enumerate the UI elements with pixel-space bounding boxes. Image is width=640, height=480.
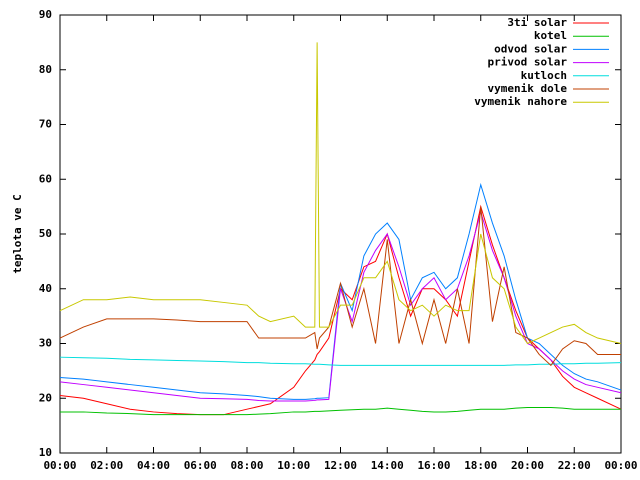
y-tick-label: 30 (39, 337, 52, 350)
x-tick-label: 22:00 (558, 459, 591, 472)
y-tick-label: 80 (39, 63, 52, 76)
x-tick-label: 04:00 (137, 459, 170, 472)
y-tick-label: 40 (39, 282, 52, 295)
x-tick-label: 12:00 (324, 459, 357, 472)
series-line (59, 42, 622, 345)
legend-label: kotel (534, 29, 567, 42)
series-line (59, 182, 622, 400)
legend-label: privod solar (488, 56, 568, 69)
series-line (60, 407, 621, 416)
series-line (59, 356, 622, 366)
legend-label: vymenik dole (488, 82, 568, 95)
y-tick-label: 60 (39, 172, 52, 185)
legend-label: vymenik nahore (474, 95, 567, 108)
legend-label: odvod solar (494, 42, 567, 55)
y-tick-label: 10 (39, 446, 52, 459)
y-tick-label: 20 (39, 391, 52, 404)
x-tick-label: 00:00 (604, 459, 637, 472)
x-tick-label: 14:00 (371, 459, 404, 472)
series-line (59, 206, 621, 367)
x-tick-label: 10:00 (277, 459, 310, 472)
legend-label: 3ti solar (507, 16, 567, 29)
x-tick-label: 20:00 (511, 459, 544, 472)
x-tick-label: 16:00 (417, 459, 450, 472)
y-axis-label: teplota ve C (11, 194, 24, 273)
y-tick-label: 90 (39, 8, 52, 21)
y-tick-label: 70 (39, 118, 52, 131)
legend-label: kutloch (521, 69, 567, 82)
x-tick-label: 18:00 (464, 459, 497, 472)
y-tick-label: 50 (39, 227, 52, 240)
x-tick-label: 08:00 (230, 459, 263, 472)
x-tick-label: 02:00 (90, 459, 123, 472)
x-tick-label: 00:00 (43, 459, 76, 472)
x-tick-label: 06:00 (184, 459, 217, 472)
series-line (59, 210, 622, 402)
